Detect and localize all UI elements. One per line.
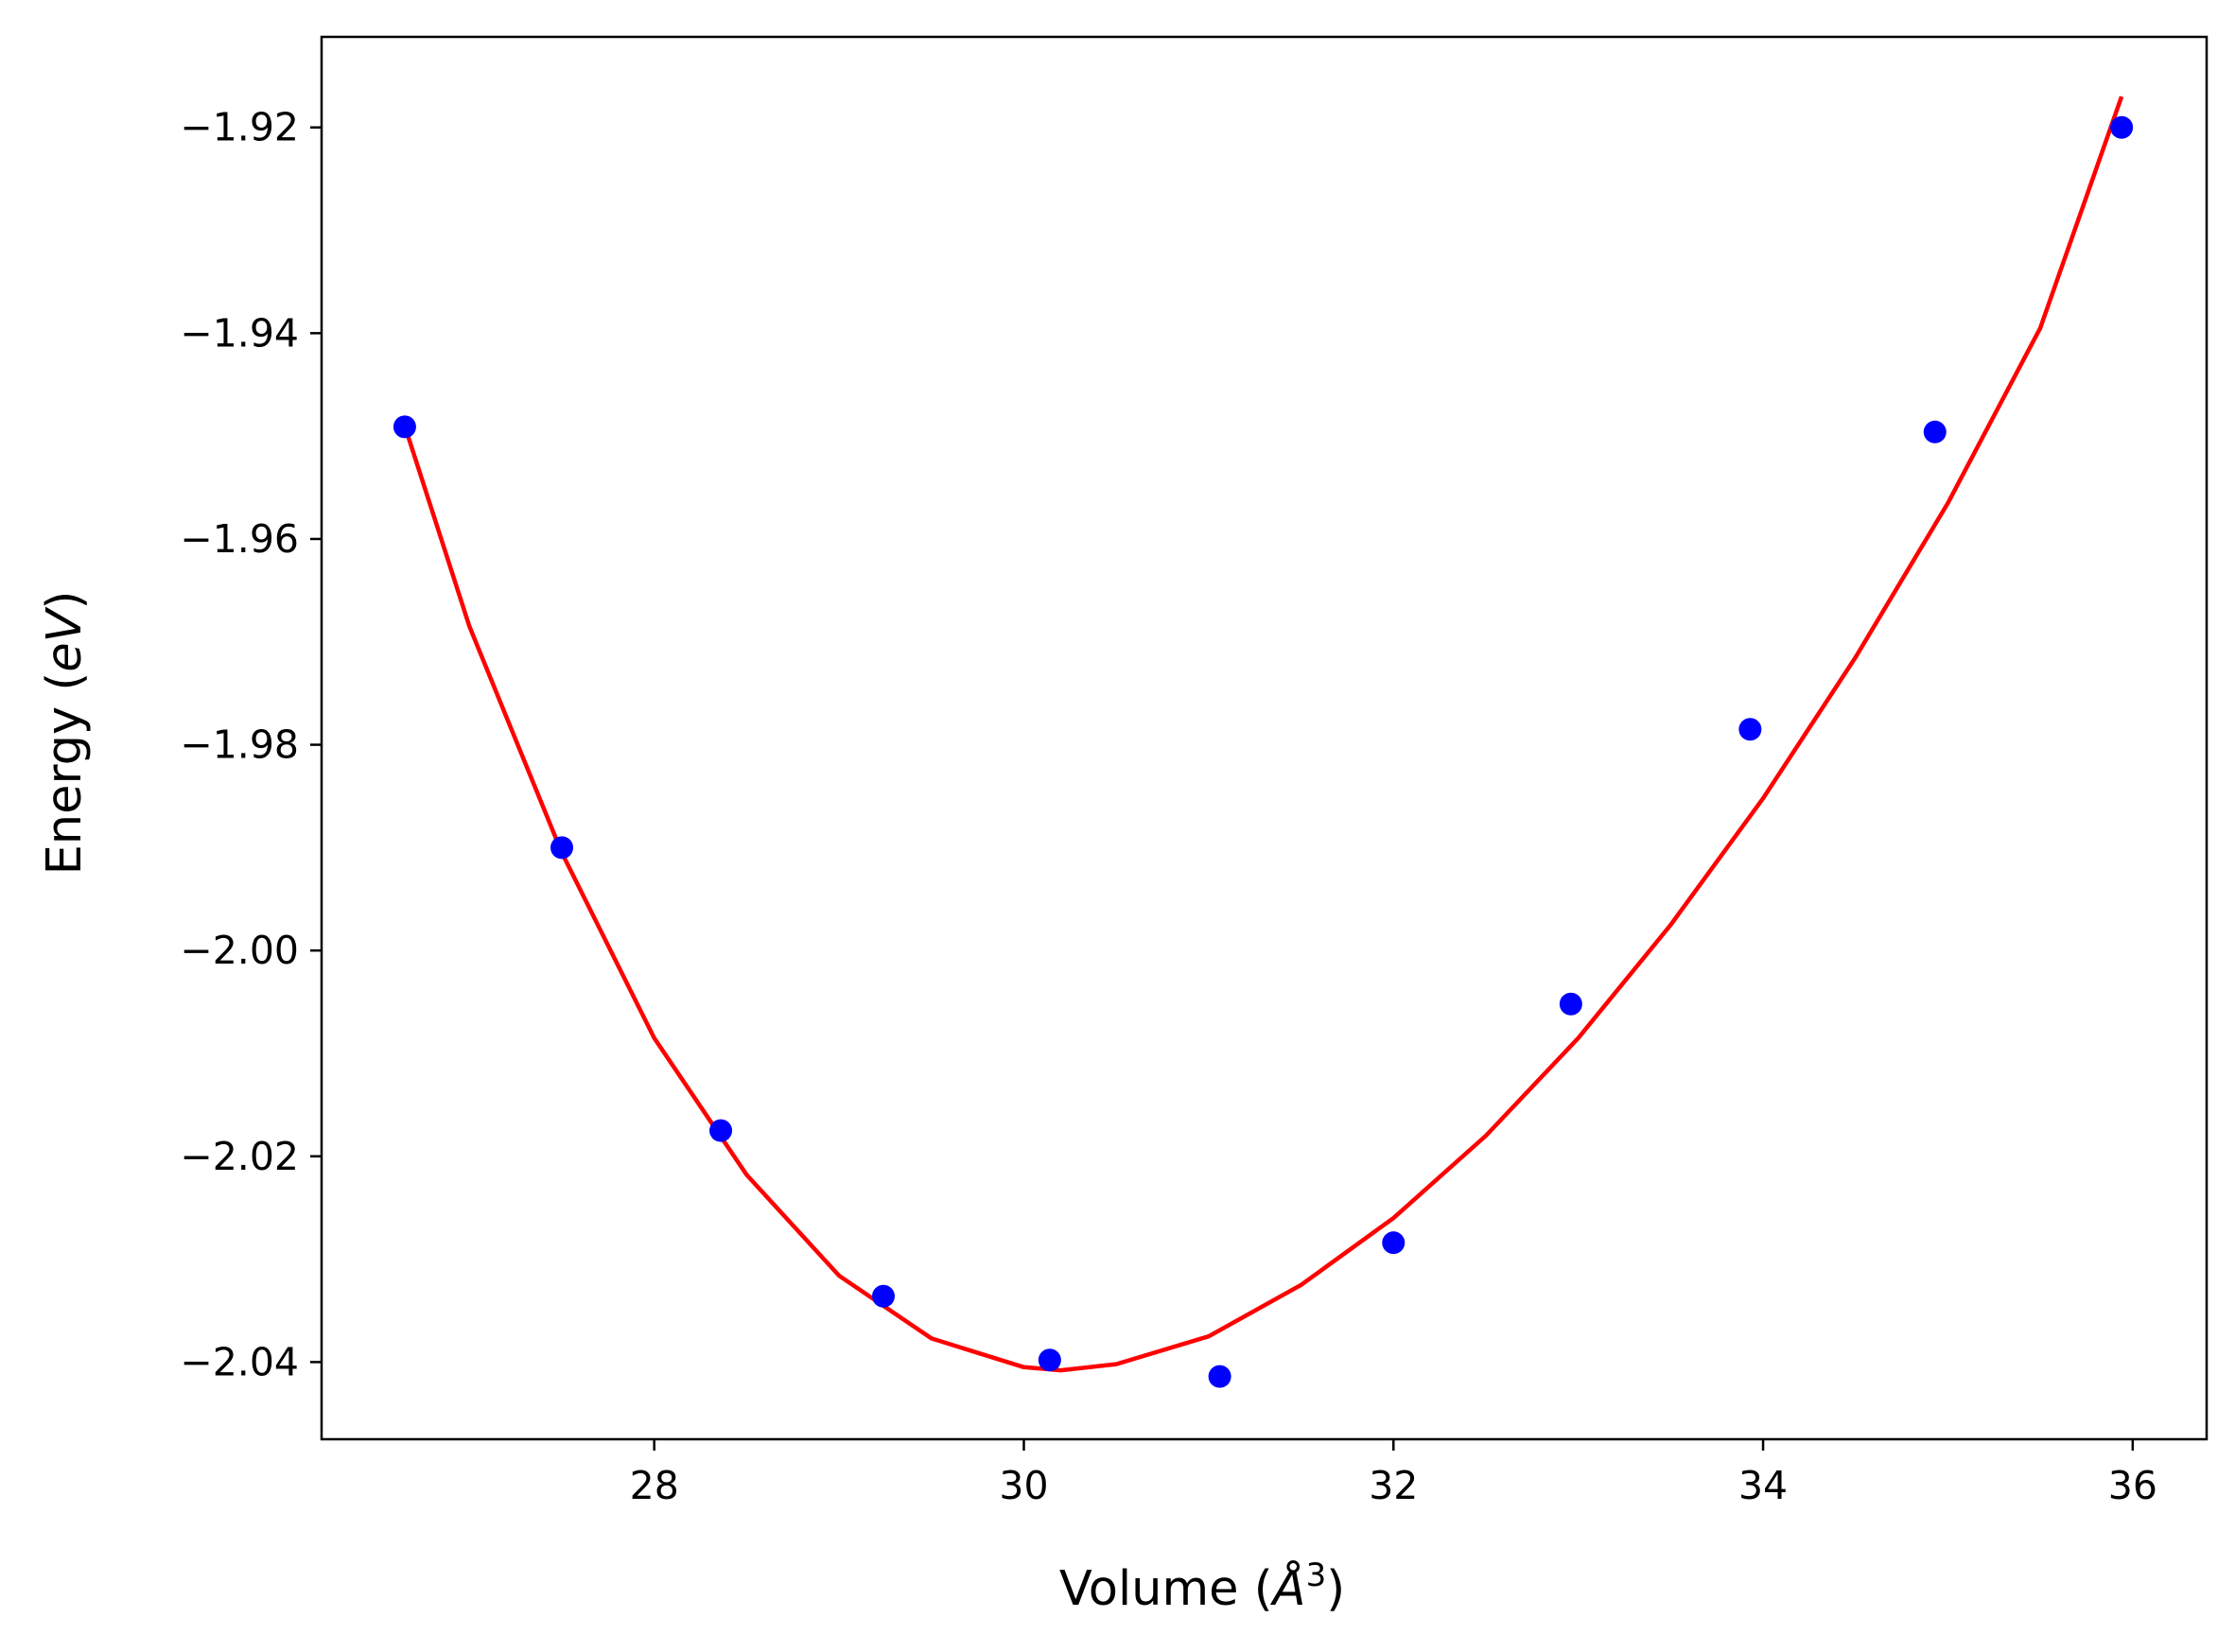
data-point <box>1208 1365 1231 1388</box>
fit-curve <box>402 96 2124 1373</box>
x-axis-label: Volume (Å3) <box>1059 1556 1345 1617</box>
data-point <box>1923 420 1947 443</box>
x-tick-label: 34 <box>1738 1463 1788 1508</box>
data-point <box>1038 1348 1061 1372</box>
data-point <box>709 1119 733 1142</box>
data-point <box>1382 1231 1406 1255</box>
x-tick-label: 36 <box>2108 1463 2157 1508</box>
y-tick-label: −1.94 <box>180 310 299 356</box>
data-point <box>550 836 574 860</box>
y-tick-label: −1.92 <box>180 105 299 150</box>
data-point <box>1738 718 1762 741</box>
y-tick-label: −2.00 <box>180 928 299 973</box>
x-tick-label: 32 <box>1369 1463 1418 1508</box>
data-point <box>871 1284 895 1308</box>
data-point <box>2110 115 2134 139</box>
y-axis: −2.04 −2.02 −2.00 −1.98 −1.96 −1.94 −1.92 <box>180 105 322 1384</box>
data-point <box>393 415 416 439</box>
y-tick-label: −2.02 <box>180 1134 299 1179</box>
plot-area <box>393 96 2134 1388</box>
x-axis: 28 30 32 34 36 <box>630 1439 2157 1508</box>
y-axis-label: Energy (eV) <box>37 591 93 876</box>
data-point <box>1559 992 1582 1016</box>
y-tick-label: −2.04 <box>180 1339 299 1384</box>
axes-frame <box>320 35 2209 1441</box>
x-tick-label: 28 <box>630 1463 679 1508</box>
y-tick-label: −1.98 <box>180 722 299 768</box>
x-tick-label: 30 <box>999 1463 1048 1508</box>
y-tick-label: −1.96 <box>180 516 299 562</box>
